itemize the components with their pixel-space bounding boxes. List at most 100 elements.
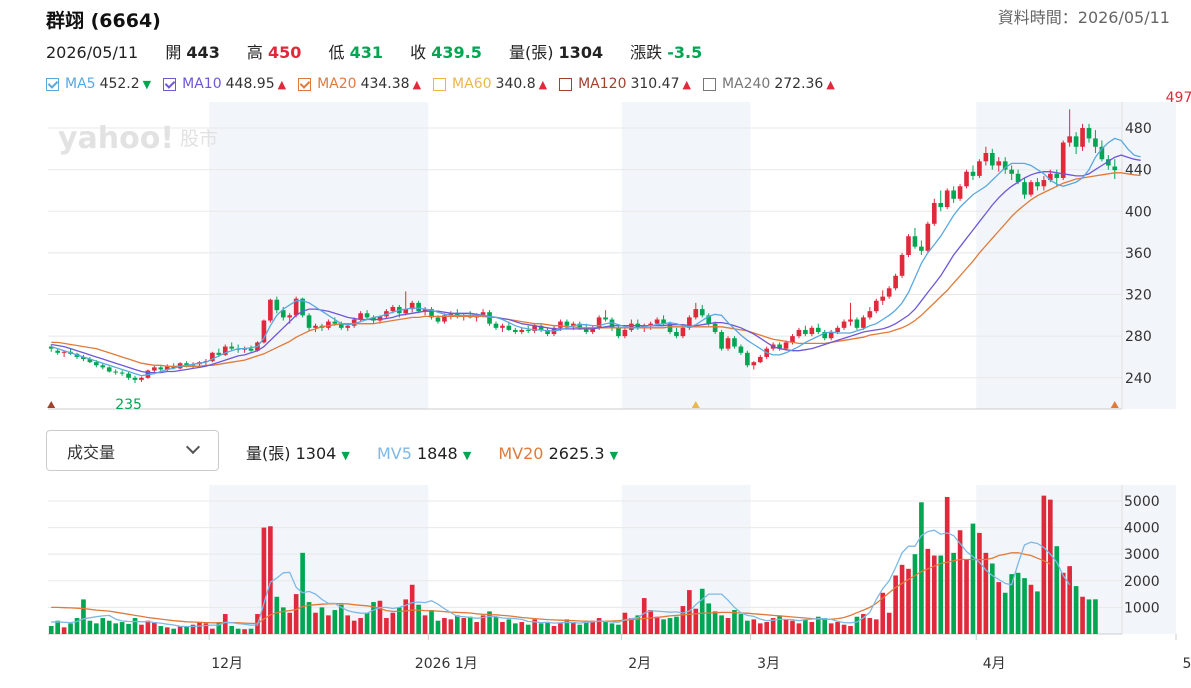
checkbox-icon[interactable] [46, 77, 59, 91]
volume-bar [403, 599, 409, 634]
ma-value: 452.2 [99, 76, 140, 92]
volume-bar [751, 619, 757, 634]
volume-bar [351, 620, 357, 634]
volume-bar [1047, 499, 1053, 634]
candle [835, 327, 840, 332]
candle [822, 331, 828, 339]
ma-value: 272.36 [774, 76, 824, 92]
quote-high-label: 高 [246, 43, 263, 62]
ma-legend-ma120[interactable]: MA120 310.47 ▲ [559, 76, 691, 92]
candle [951, 190, 956, 199]
volume-bar [422, 615, 428, 634]
volume-bar [139, 624, 144, 634]
volume-bar [854, 616, 860, 634]
volume-bar [184, 626, 189, 634]
candle [719, 331, 724, 349]
volume-tick-label: 1000 [1124, 600, 1160, 616]
candle [777, 344, 782, 349]
volume-bar [545, 622, 550, 634]
volume-bar [803, 619, 808, 634]
volume-bar [306, 602, 312, 634]
candle [1035, 182, 1040, 187]
candle [809, 327, 815, 335]
volume-bar [396, 607, 402, 634]
volume-bar [1028, 584, 1034, 634]
candle [293, 298, 299, 316]
volume-tick-label: 2000 [1124, 574, 1160, 590]
volume-bar [177, 626, 183, 634]
candle [106, 367, 112, 372]
candle [222, 346, 228, 355]
candle [893, 275, 898, 289]
candle [409, 302, 415, 310]
candle [725, 338, 731, 349]
checkbox-icon[interactable] [163, 77, 177, 91]
ma-legend-ma5[interactable]: MA5 452.2 ▼ [46, 76, 151, 92]
volume-bar [648, 610, 654, 634]
checkbox-icon[interactable] [702, 77, 716, 91]
candle [1009, 169, 1014, 174]
volume-bar [248, 628, 254, 634]
triangle-up-icon: ▲ [538, 77, 548, 91]
candle [693, 309, 699, 318]
volume-bar [81, 599, 86, 634]
volume-bar [293, 594, 299, 634]
volume-bar [332, 610, 338, 634]
ma-legend-ma20[interactable]: MA20 434.38 ▲ [298, 76, 421, 92]
volume-bar [919, 502, 924, 634]
triangle-down-icon: ▼ [142, 77, 152, 91]
candle [906, 236, 911, 255]
volume-bar [338, 604, 344, 634]
candle [880, 296, 886, 301]
volume-bar [635, 615, 641, 634]
quote-volume-value: 1304 [558, 43, 604, 62]
candle [687, 317, 692, 328]
checkbox-icon[interactable] [433, 77, 447, 91]
quote-close-value: 439.5 [431, 43, 482, 62]
ma-legend-ma240[interactable]: MA240 272.36 ▲ [702, 76, 835, 92]
candle [970, 171, 976, 176]
volume-bar [796, 623, 802, 634]
volume-bar [687, 590, 692, 634]
candle [300, 298, 305, 316]
indicator-dropdown[interactable]: 成交量 [46, 430, 219, 471]
volume-bar [429, 610, 434, 634]
candle [583, 327, 589, 332]
candle [184, 363, 189, 366]
volume-bar [454, 615, 460, 634]
volume-bar [564, 619, 570, 634]
volume-bar [268, 526, 273, 634]
ma-name: MA120 [578, 76, 627, 92]
volume-bar [1002, 592, 1008, 634]
candle [126, 373, 131, 378]
volume-bar [1054, 546, 1060, 634]
mv20-label: MV20 [498, 444, 544, 463]
volume-bar [906, 568, 911, 634]
quote-low-label: 低 [328, 43, 345, 62]
volume-bar [448, 619, 454, 634]
volume-bar [964, 559, 969, 634]
candle [977, 161, 982, 176]
candle [422, 309, 428, 312]
volume-bar [519, 622, 525, 634]
candle [1054, 173, 1060, 178]
candle [229, 346, 235, 349]
volume-bar [558, 623, 563, 634]
ma-name: MA60 [452, 76, 492, 92]
ma-legend-ma10[interactable]: MA10 448.95 ▲ [163, 76, 286, 92]
volume-bar [274, 596, 280, 634]
candle [873, 300, 879, 312]
candle [732, 338, 737, 347]
candle [667, 323, 673, 332]
ma-legend-ma60[interactable]: MA60 340.8 ▲ [433, 76, 547, 92]
candle [525, 329, 531, 331]
stock-title: 群翊 (6664) [46, 10, 161, 32]
checkbox-icon[interactable] [559, 77, 573, 91]
volume-bar [384, 618, 389, 634]
candle [268, 299, 273, 321]
volume-bar [551, 626, 557, 634]
candle [1060, 142, 1066, 178]
volume-bar [841, 624, 847, 634]
checkbox-icon[interactable] [298, 77, 312, 91]
